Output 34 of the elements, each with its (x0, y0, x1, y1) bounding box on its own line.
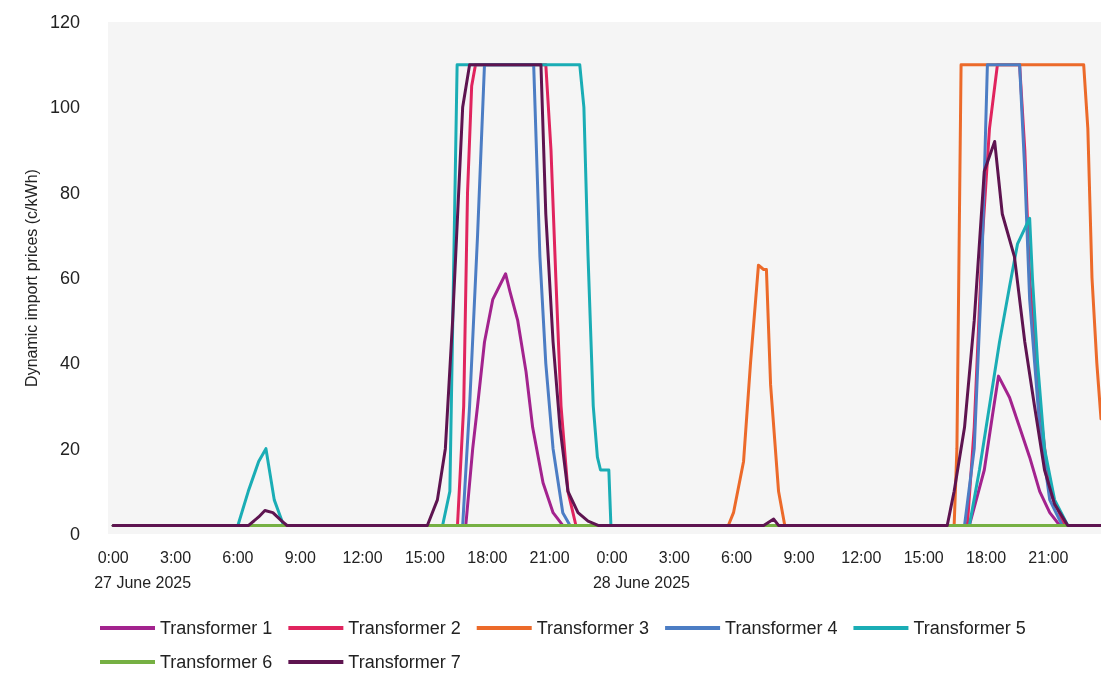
y-tick-label: 20 (59, 438, 80, 459)
x-tick-label: 15:00 (404, 548, 446, 566)
legend-label: Transformer 1 (160, 618, 273, 638)
x-tick-label: 21:00 (1028, 548, 1069, 566)
legend-label: Transformer 2 (348, 618, 461, 638)
legend-label: Transformer 4 (725, 618, 838, 638)
x-tick-label: 12:00 (342, 548, 383, 566)
text: 28 June 2025 (592, 573, 691, 591)
text: 27 June 2025 (94, 573, 192, 591)
legend-label: Transformer 3 (536, 618, 650, 638)
y-tick-label: 0 (69, 524, 80, 544)
x-tick-label: 0:00 (97, 548, 129, 566)
legend-label: Transformer 5 (913, 618, 1026, 638)
x-tick-label: 6:00 (721, 548, 753, 566)
legend-label: Transformer 6 (160, 652, 273, 672)
y-tick-label: 120 (49, 12, 80, 32)
y-tick-label: 80 (59, 182, 80, 203)
line-series (111, 63, 1101, 527)
x-tick-label: 15:00 (903, 548, 944, 566)
y-tick-label: 60 (59, 268, 80, 288)
x-tick-label: 9:00 (284, 548, 316, 566)
x-tick-label: 0:00 (596, 548, 628, 566)
x-tick-label: 18:00 (965, 548, 1007, 566)
x-tick-label: 3:00 (658, 548, 690, 566)
x-tick-label: 9:00 (783, 548, 815, 566)
legend-label: Transformer 7 (348, 652, 461, 672)
x-tick-label: 18:00 (467, 548, 508, 566)
x-tick-label: 6:00 (222, 548, 254, 566)
y-tick-label: 40 (59, 353, 80, 374)
x-tick-label: 21:00 (529, 548, 570, 566)
y-tick-label: 100 (49, 97, 80, 118)
y-axis-title: Dynamic import prices (c/kWh) (22, 169, 40, 387)
x-tick-label: 12:00 (841, 548, 882, 566)
x-tick-label: 3:00 (159, 548, 192, 566)
